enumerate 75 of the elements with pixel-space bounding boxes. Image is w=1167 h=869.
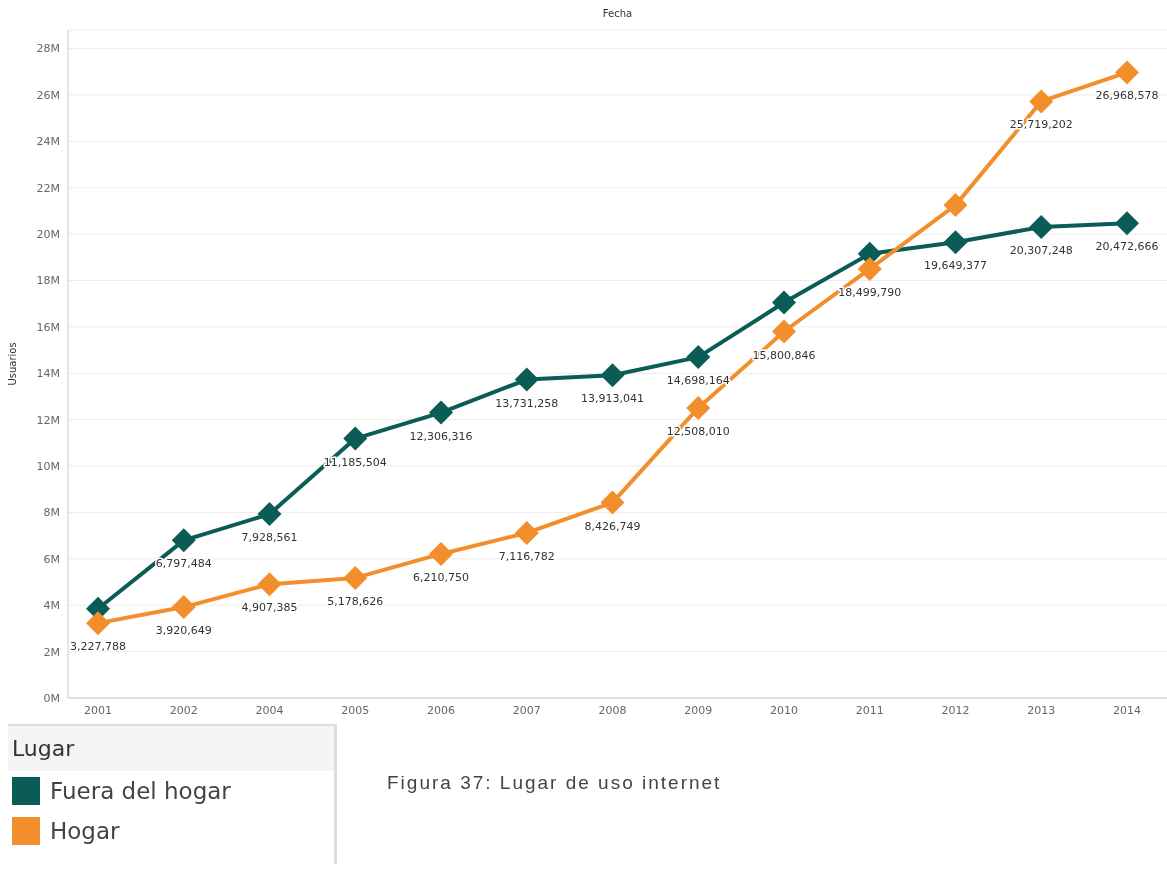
- y-tick-label: 4M: [43, 599, 60, 613]
- x-tick-label: 2004: [255, 703, 284, 717]
- x-tick-label: 2002: [169, 703, 198, 717]
- point: [171, 528, 196, 553]
- data-label: 7,116,782: [498, 549, 555, 563]
- data-label: 18,499,790: [838, 285, 902, 299]
- x-tick-label: 2012: [941, 703, 970, 717]
- x-tick-label: 2007: [512, 703, 541, 717]
- point: [257, 572, 282, 597]
- y-tick-label: 24M: [36, 135, 60, 149]
- data-label: 3,920,649: [155, 624, 212, 638]
- y-tick-label: 14M: [36, 367, 60, 381]
- data-label: 12,306,316: [409, 429, 473, 443]
- data-label: 26,968,578: [1095, 89, 1159, 103]
- point: [514, 520, 539, 545]
- point: [600, 363, 625, 388]
- x-tick-label: 2001: [84, 703, 112, 717]
- point: [343, 565, 368, 590]
- y-axis-title: Usuarios: [6, 342, 18, 386]
- data-label: 8,426,749: [584, 519, 641, 533]
- text: Figura 37: Lugar de uso internet: [387, 772, 722, 794]
- x-tick-label: 2014: [1113, 703, 1141, 717]
- data-label: 19,649,377: [924, 259, 987, 273]
- y-tick-label: 6M: [43, 552, 60, 566]
- x-tick-label: 2008: [598, 703, 627, 717]
- point: [1115, 211, 1139, 236]
- point: [600, 490, 625, 515]
- point: [772, 290, 796, 315]
- point: [1029, 89, 1054, 114]
- x-tick-label: 2013: [1027, 703, 1056, 717]
- data-label: 13,913,041: [581, 392, 644, 406]
- data-label: 20,307,248: [1009, 243, 1073, 257]
- x-tick-label: 2006: [427, 703, 455, 717]
- legend-label: Hogar: [49, 817, 121, 846]
- data-label: 20,472,666: [1095, 240, 1159, 254]
- y-tick-label: 2M: [43, 645, 60, 659]
- data-label: 7,928,561: [241, 531, 298, 545]
- x-tick-label: 2010: [770, 703, 798, 717]
- x-tick-label: 2009: [684, 703, 713, 717]
- data-label: 6,797,484: [155, 557, 212, 571]
- data-label: 6,210,750: [413, 570, 469, 584]
- data-label: 3,227,788: [70, 640, 126, 654]
- y-tick-label: 20M: [36, 228, 60, 242]
- y-tick-label: 0M: [43, 691, 60, 705]
- point: [1029, 214, 1054, 239]
- point: [257, 502, 282, 527]
- point: [772, 319, 796, 344]
- legend-title: Lugar: [8, 726, 334, 771]
- y-tick-label: 18M: [36, 274, 60, 288]
- point: [1115, 60, 1139, 85]
- point: [86, 611, 110, 636]
- data-label: 4,907,385: [241, 601, 298, 615]
- point: [514, 367, 539, 392]
- y-tick-label: 22M: [36, 181, 60, 195]
- y-tick-label: 10M: [36, 459, 60, 473]
- point: [943, 230, 968, 255]
- point: [943, 193, 968, 218]
- y-tick-label: 8M: [43, 506, 60, 520]
- data-label: 13,731,258: [495, 396, 559, 410]
- data-label: 5,178,626: [327, 594, 384, 608]
- point: [686, 395, 711, 420]
- point: [857, 256, 882, 281]
- point: [171, 595, 196, 620]
- point: [343, 426, 368, 451]
- x-tick-label: 2011: [855, 703, 884, 717]
- y-tick-label: 26M: [36, 88, 60, 102]
- legend-label: Fuera del hogar: [49, 777, 232, 806]
- x-tick-label: 2005: [341, 703, 370, 717]
- y-tick-label: 12M: [36, 413, 60, 427]
- x-axis-title: Fecha: [601, 8, 634, 21]
- point: [429, 400, 453, 425]
- y-tick-label: 16M: [36, 320, 60, 334]
- point: [429, 541, 453, 566]
- point: [686, 345, 711, 370]
- y-tick-label: 28M: [36, 42, 60, 56]
